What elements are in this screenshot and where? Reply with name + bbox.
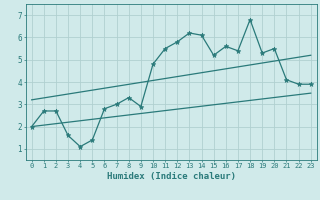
X-axis label: Humidex (Indice chaleur): Humidex (Indice chaleur) bbox=[107, 172, 236, 181]
